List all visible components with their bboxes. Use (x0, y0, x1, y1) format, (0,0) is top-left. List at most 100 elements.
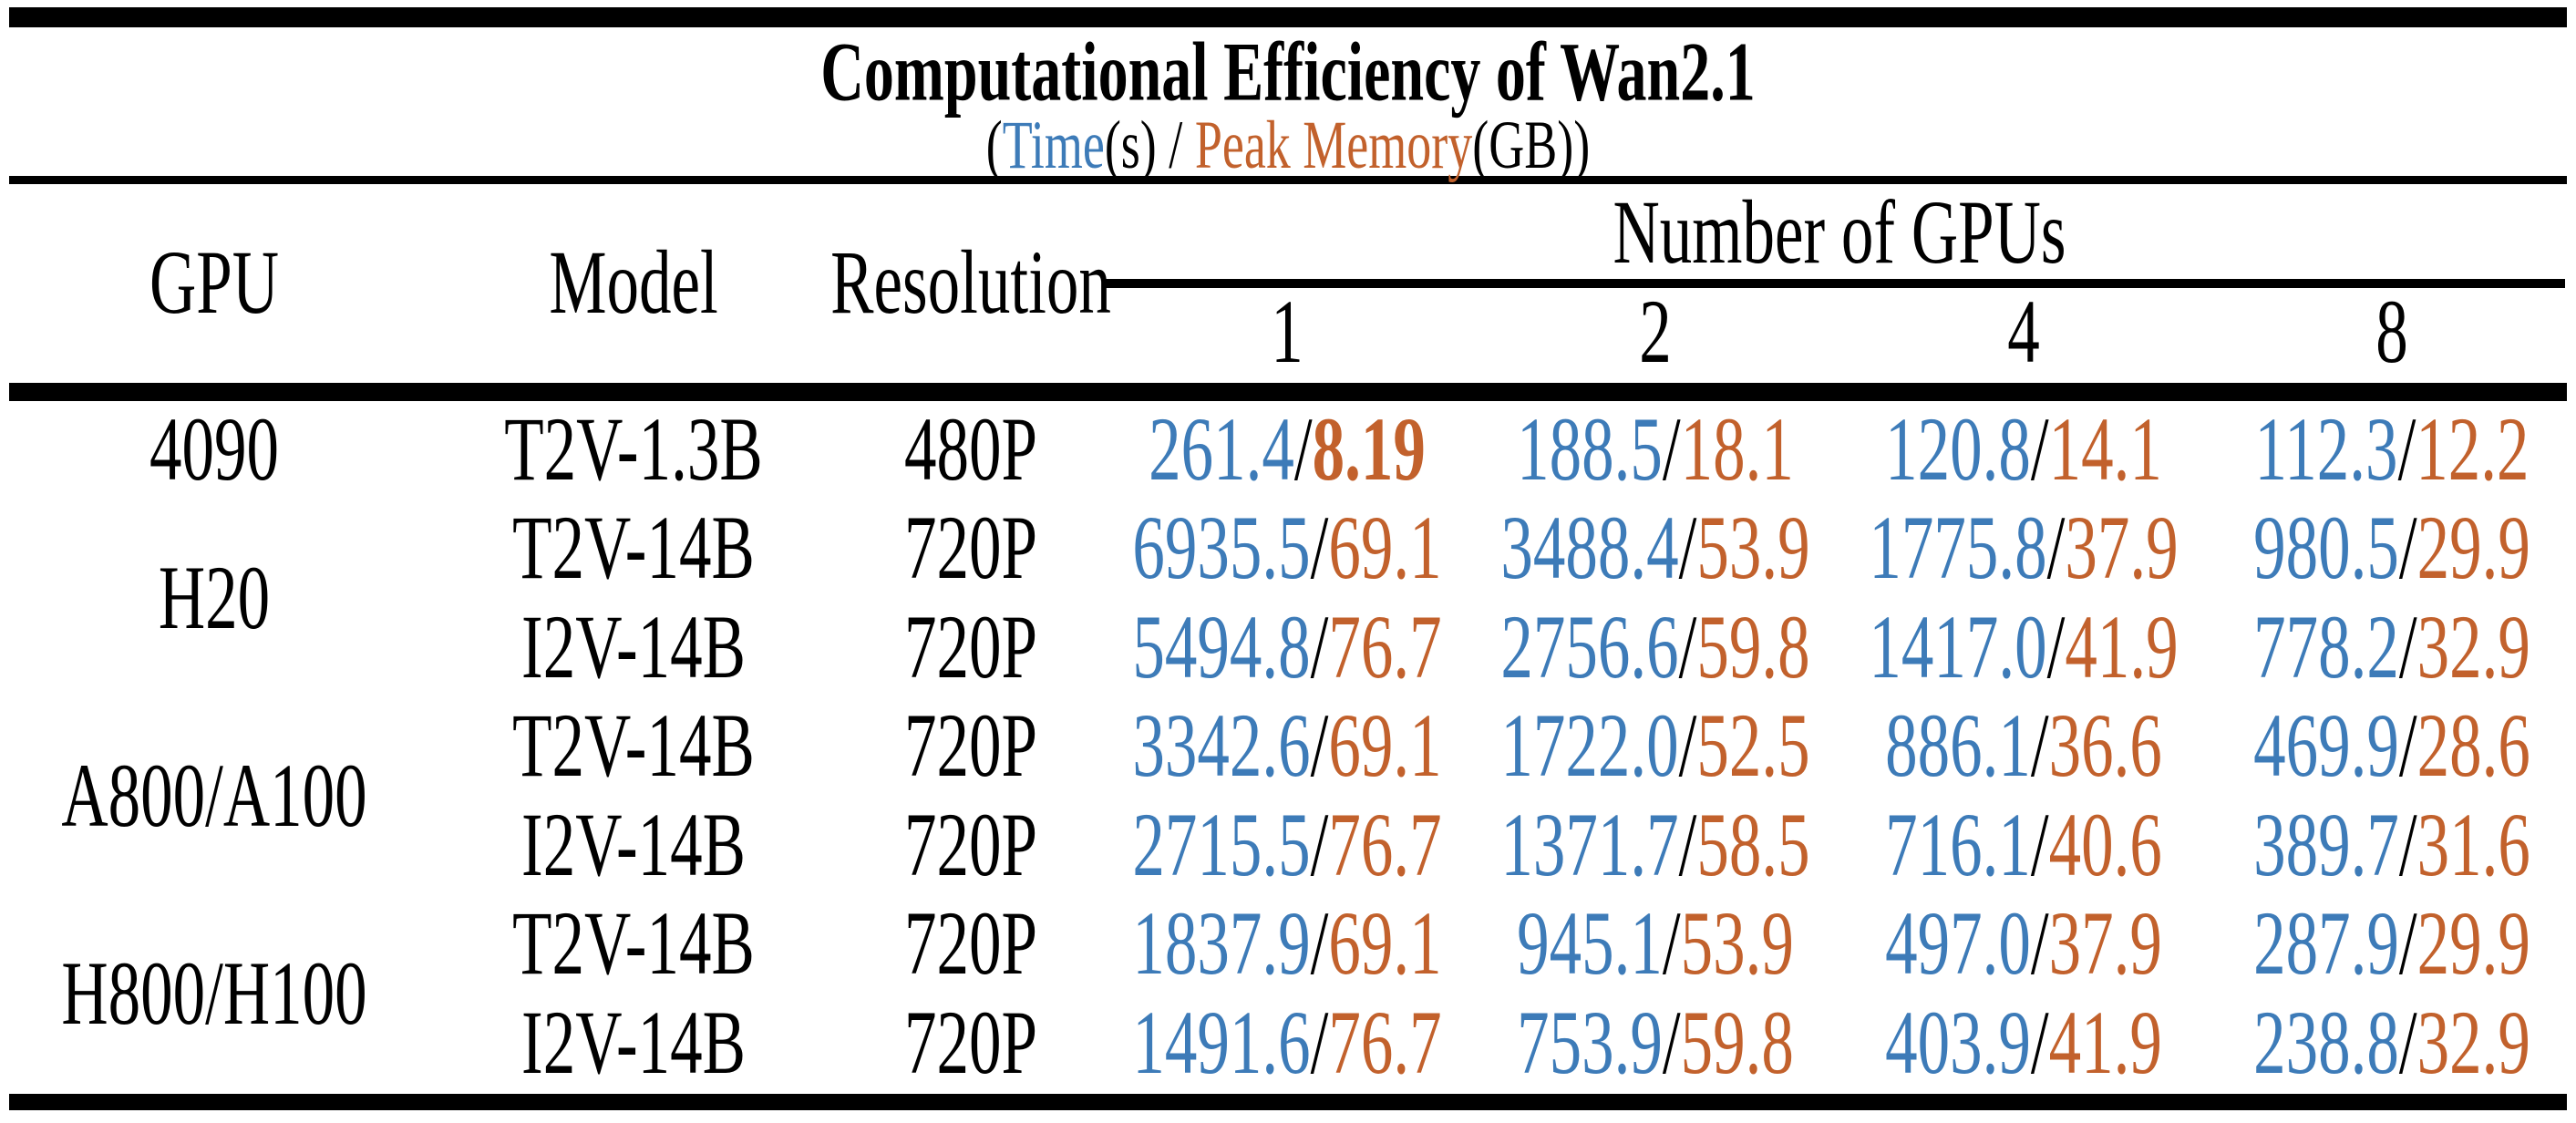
memory-value: 18.1 (1680, 399, 1794, 500)
metric-cell: 778.2/32.9 (2208, 597, 2576, 698)
resolution-cell: 720P (904, 894, 1037, 994)
metric-cell: 3488.4/53.9 (1471, 499, 1839, 600)
model-cell: I2V-14B (521, 993, 746, 1094)
gpu-count-header-4: 4 (2007, 283, 2040, 383)
subtitle-separator: / (1156, 107, 1195, 183)
gpu-count-header-4-wrap: 4 (1839, 283, 2208, 383)
table-header: GPU Model Resolution Number of GPUs 1 2 … (0, 183, 2576, 383)
table-subtitle: (Time(s) / Peak Memory(GB)) (986, 106, 1590, 185)
metric-cell: 261.4/8.19 (1103, 399, 1471, 500)
value-separator: / (1310, 696, 1329, 797)
title-block: Computational Efficiency of Wan2.1 (Time… (0, 26, 2576, 183)
time-value: 1722.0 (1500, 696, 1679, 797)
memory-value: 37.9 (2065, 499, 2179, 599)
resolution-cell: 720P (904, 597, 1037, 698)
time-value: 778.2 (2253, 597, 2399, 698)
metric-cell: 403.9/41.9 (1839, 994, 2208, 1094)
column-header-resolution: Resolution (830, 232, 1111, 333)
metric-cell: 287.9/29.9 (2208, 894, 2576, 995)
time-value: 1837.9 (1132, 894, 1311, 994)
value-separator: / (1662, 399, 1681, 500)
resolution-cell: 720P (904, 795, 1037, 896)
header-divider-rule (9, 383, 2567, 401)
memory-value: 14.1 (2048, 399, 2162, 500)
top-rule (9, 7, 2567, 27)
metric-cell: 1371.7/58.5 (1471, 795, 1839, 896)
memory-value: 32.9 (2416, 993, 2530, 1094)
time-value: 497.0 (1885, 894, 2031, 994)
model-cell: I2V-14B (521, 795, 746, 896)
resolution-cell: 720P (904, 696, 1037, 797)
metric-cell: 2756.6/59.8 (1471, 597, 1839, 698)
metric-cell: 886.1/36.6 (1839, 696, 2208, 798)
value-separator: / (1310, 597, 1329, 698)
value-separator: / (2030, 696, 2049, 797)
time-value: 238.8 (2253, 993, 2399, 1094)
time-unit: (s) (1104, 107, 1157, 183)
time-value: 2715.5 (1132, 795, 1311, 896)
memory-value: 76.7 (1328, 597, 1442, 698)
time-value: 753.9 (1517, 993, 1663, 1094)
memory-value: 58.5 (1696, 795, 1810, 896)
group-header-underline-rule (1103, 279, 2565, 288)
gpu-label: H800/H100 (61, 943, 367, 1044)
time-value: 1491.6 (1132, 993, 1311, 1094)
value-separator: / (1678, 696, 1697, 797)
time-value: 716.1 (1885, 795, 2031, 896)
memory-value: 59.8 (1696, 597, 1810, 698)
memory-value: 28.6 (2416, 696, 2530, 797)
column-header-model: Model (549, 232, 718, 333)
value-separator: / (2398, 696, 2417, 797)
value-separator: / (1310, 795, 1329, 896)
column-header-resolution-wrap: Resolution (830, 184, 1111, 383)
gpu-count-header-8-wrap: 8 (2208, 283, 2576, 383)
time-label: Time (1002, 107, 1105, 183)
time-value: 261.4 (1149, 399, 1294, 500)
value-separator: / (1678, 499, 1697, 599)
time-value: 1371.7 (1500, 795, 1679, 896)
value-separator: / (2398, 499, 2417, 599)
memory-value: 37.9 (2048, 894, 2162, 994)
value-separator: / (2398, 993, 2417, 1094)
metric-cell: 1491.6/76.7 (1103, 994, 1471, 1094)
metric-cell: 497.0/37.9 (1839, 894, 2208, 995)
model-cell: I2V-14B (521, 597, 746, 698)
time-value: 2756.6 (1500, 597, 1679, 698)
subtitle-open-paren: ( (985, 107, 1003, 183)
memory-value: 29.9 (2416, 499, 2530, 599)
metric-cell: 389.7/31.6 (2208, 795, 2576, 896)
time-value: 3488.4 (1500, 499, 1679, 599)
metric-cell: 188.5/18.1 (1471, 399, 1839, 500)
metric-cell: 120.8/14.1 (1839, 399, 2208, 500)
value-separator: / (2397, 399, 2416, 500)
memory-value: 32.9 (2416, 597, 2530, 698)
time-value: 389.7 (2253, 795, 2399, 896)
value-separator: / (2030, 894, 2049, 994)
metric-cell: 238.8/32.9 (2208, 994, 2576, 1094)
metric-cell: 716.1/40.6 (1839, 795, 2208, 896)
time-value: 188.5 (1517, 399, 1663, 500)
metric-cell: 753.9/59.8 (1471, 994, 1839, 1094)
value-separator: / (1310, 499, 1329, 599)
resolution-cell: 720P (904, 499, 1037, 599)
model-cell: T2V-14B (512, 696, 755, 797)
model-cell: T2V-14B (512, 894, 755, 994)
time-value: 469.9 (2253, 696, 2399, 797)
time-value: 945.1 (1517, 894, 1663, 994)
metric-cell: 945.1/53.9 (1471, 894, 1839, 995)
memory-value: 69.1 (1328, 894, 1442, 994)
memory-value: 76.7 (1328, 795, 1442, 896)
memory-label: Peak Memory (1194, 107, 1473, 183)
value-separator: / (1293, 399, 1313, 500)
memory-value: 52.5 (1696, 696, 1810, 797)
metric-cell: 1837.9/69.1 (1103, 894, 1471, 995)
memory-value: 69.1 (1328, 696, 1442, 797)
memory-unit: (GB)) (1472, 107, 1591, 183)
memory-value: 59.8 (1680, 993, 1794, 1094)
value-separator: / (1310, 993, 1329, 1094)
title-divider-rule (9, 176, 2567, 184)
metric-cell: 469.9/28.6 (2208, 696, 2576, 798)
metric-cell: 1417.0/41.9 (1839, 598, 2208, 698)
gpu-count-header-8: 8 (2375, 283, 2408, 383)
